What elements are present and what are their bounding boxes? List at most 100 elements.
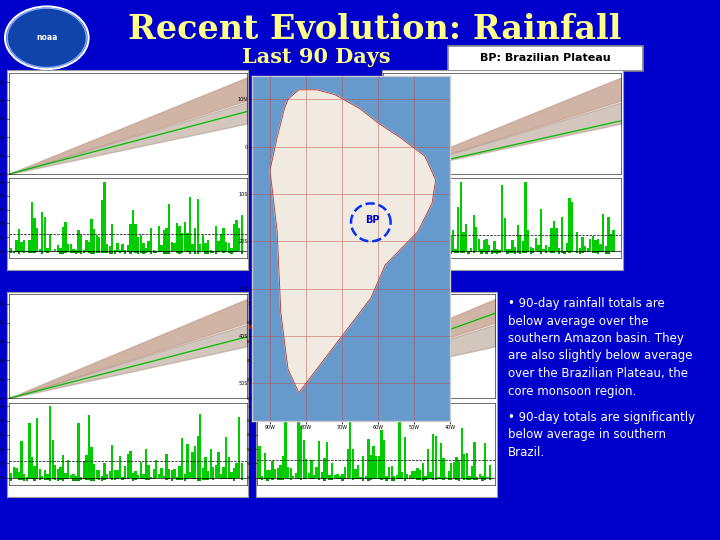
Bar xyxy=(194,251,197,254)
Bar xyxy=(228,457,230,478)
Bar xyxy=(457,207,459,251)
Bar xyxy=(470,248,472,251)
Bar xyxy=(409,478,411,479)
Bar xyxy=(238,228,240,251)
Bar xyxy=(176,478,178,481)
Bar xyxy=(148,478,150,480)
Bar xyxy=(390,478,393,481)
Bar xyxy=(444,251,446,254)
Bar xyxy=(362,478,364,481)
Bar xyxy=(414,471,416,478)
Bar xyxy=(166,454,168,478)
Bar xyxy=(163,230,165,251)
Bar xyxy=(122,251,124,252)
Bar xyxy=(545,251,547,253)
Bar xyxy=(225,242,228,251)
Bar xyxy=(155,461,158,478)
Bar xyxy=(127,251,129,252)
Bar xyxy=(222,251,225,253)
Bar xyxy=(282,478,284,480)
Bar xyxy=(163,251,165,254)
Bar xyxy=(444,234,446,251)
Bar xyxy=(452,230,454,251)
Bar xyxy=(15,468,17,478)
Bar xyxy=(65,221,67,251)
Bar xyxy=(67,478,69,479)
Bar xyxy=(91,219,93,251)
Bar xyxy=(266,470,269,478)
Bar xyxy=(240,478,243,480)
Bar xyxy=(67,251,69,252)
Bar xyxy=(576,251,578,253)
Bar xyxy=(397,251,400,252)
Bar xyxy=(215,465,217,478)
Bar xyxy=(310,460,312,478)
Bar xyxy=(514,247,516,251)
Bar xyxy=(442,457,445,478)
Bar xyxy=(420,251,423,254)
Bar xyxy=(297,421,300,478)
Bar xyxy=(44,251,46,252)
Bar xyxy=(387,240,390,251)
Bar xyxy=(233,251,235,252)
Bar xyxy=(589,239,591,251)
Bar xyxy=(88,251,90,253)
Bar xyxy=(104,182,106,251)
Bar xyxy=(215,251,217,254)
Text: Recent Evolution: Rainfall: Recent Evolution: Rainfall xyxy=(127,13,621,46)
Circle shape xyxy=(5,6,89,69)
Bar xyxy=(31,202,33,251)
Bar xyxy=(571,202,573,251)
Bar xyxy=(403,478,406,481)
Bar xyxy=(529,251,532,254)
Bar xyxy=(57,245,59,251)
Bar xyxy=(109,251,111,254)
Bar xyxy=(422,463,424,478)
Bar xyxy=(215,226,217,251)
Bar xyxy=(23,478,25,481)
Bar xyxy=(96,478,98,480)
Bar xyxy=(220,478,222,479)
Bar xyxy=(607,217,610,251)
Bar xyxy=(385,476,388,478)
Bar xyxy=(597,239,599,251)
Bar xyxy=(581,251,584,253)
Bar xyxy=(91,478,93,481)
Bar xyxy=(490,250,493,251)
Bar xyxy=(574,251,576,252)
Bar xyxy=(72,251,75,253)
Bar xyxy=(279,478,282,480)
Bar xyxy=(527,251,529,252)
Bar xyxy=(31,251,33,253)
Bar xyxy=(540,209,542,251)
Bar xyxy=(13,467,15,478)
Bar xyxy=(194,478,197,479)
Bar xyxy=(166,478,168,480)
Bar xyxy=(424,476,426,478)
Bar xyxy=(62,478,64,481)
Bar xyxy=(192,451,194,478)
Bar xyxy=(140,478,142,480)
Bar xyxy=(174,244,176,251)
Bar xyxy=(274,469,276,478)
Bar xyxy=(65,472,67,478)
Bar xyxy=(352,449,354,478)
Bar xyxy=(506,249,508,251)
Bar xyxy=(171,470,173,478)
Bar xyxy=(323,458,325,478)
Bar xyxy=(261,476,264,478)
Bar xyxy=(33,466,36,478)
Bar xyxy=(264,454,266,478)
Bar xyxy=(202,468,204,478)
Bar xyxy=(33,251,36,253)
Bar xyxy=(204,251,207,254)
Bar xyxy=(418,251,420,252)
Bar xyxy=(23,474,25,478)
Bar xyxy=(184,478,186,481)
Bar xyxy=(367,478,369,481)
Bar xyxy=(210,251,212,253)
Bar xyxy=(163,476,165,478)
Bar xyxy=(396,475,398,478)
Bar xyxy=(450,478,452,480)
Bar xyxy=(602,213,604,251)
